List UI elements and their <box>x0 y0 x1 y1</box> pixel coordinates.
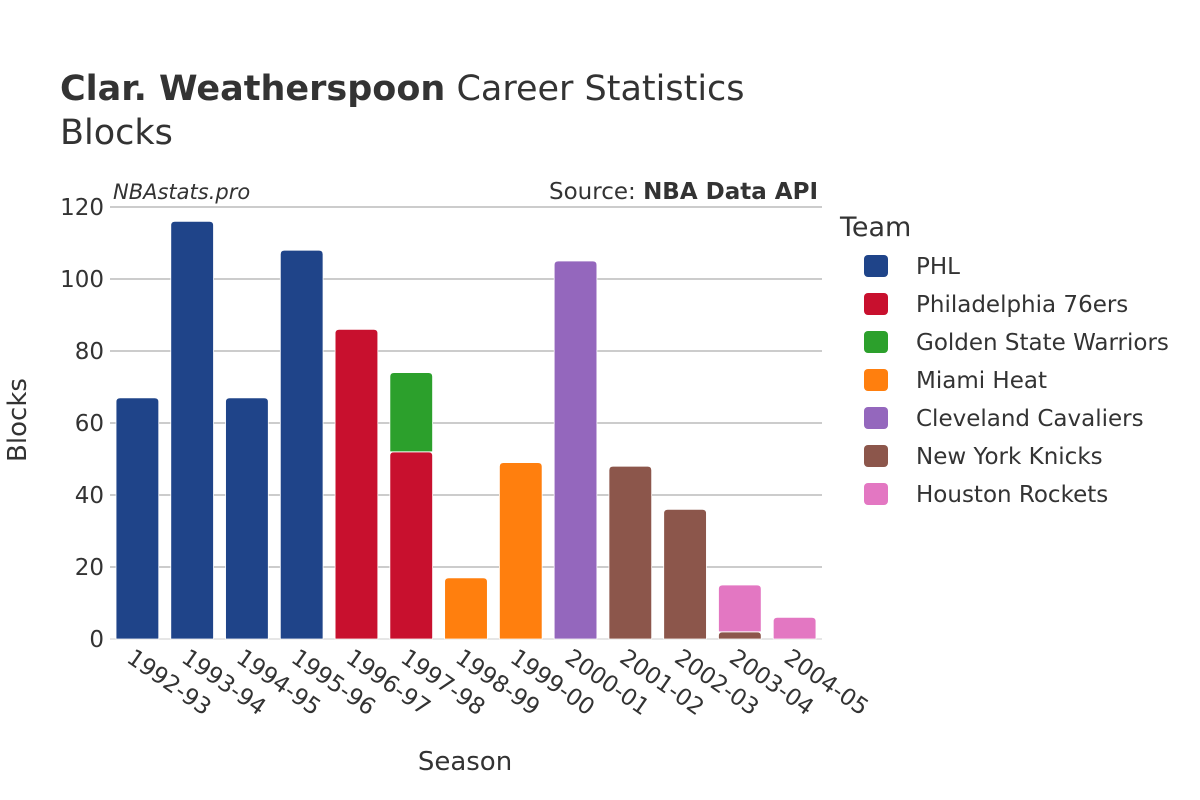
legend-item[interactable]: Philadelphia 76ers <box>864 292 1128 318</box>
legend-title: Team <box>839 212 911 243</box>
chart-title-player: Clar. Weatherspoon <box>60 69 445 109</box>
gridlines <box>110 206 822 640</box>
bars <box>115 221 817 640</box>
bar-stack <box>170 221 214 640</box>
bar-stack <box>608 465 653 640</box>
legend-label: Miami Heat <box>916 368 1047 394</box>
bar-stack <box>389 372 433 640</box>
bar-segment <box>115 397 160 640</box>
legend-swatch <box>864 483 888 505</box>
bar-stack <box>718 584 762 640</box>
legend: Team PHL Philadelphia 76ers Golden State W… <box>839 212 1169 508</box>
legend-label: PHL <box>916 254 960 280</box>
bar-segment <box>718 584 762 633</box>
bar-segment <box>444 577 488 640</box>
legend-item[interactable]: Houston Rockets <box>864 482 1108 508</box>
y-axis-label: Blocks <box>3 378 33 462</box>
legend-label: Golden State Warriors <box>916 330 1169 356</box>
y-tick-label: 0 <box>89 627 104 653</box>
y-tick-label: 60 <box>75 411 104 437</box>
bar-stack <box>225 397 269 640</box>
legend-item[interactable]: Golden State Warriors <box>864 330 1169 356</box>
watermark: NBAstats.pro <box>113 180 250 204</box>
legend-swatch <box>864 293 888 315</box>
y-tick-label: 40 <box>75 483 104 509</box>
bar-stack <box>334 329 379 640</box>
bar-segment <box>499 462 543 640</box>
legend-item[interactable]: Cleveland Cavaliers <box>864 406 1144 432</box>
legend-swatch <box>864 369 888 391</box>
legend-swatch <box>864 331 888 353</box>
legend-item[interactable]: PHL <box>864 254 960 280</box>
bar-segment <box>718 631 762 640</box>
x-axis-ticks: 1992-931993-941994-951995-961996-971997-… <box>122 645 873 721</box>
legend-label: Cleveland Cavaliers <box>916 406 1144 432</box>
bar-stack <box>279 249 324 640</box>
bar-stack <box>499 462 543 640</box>
bar-segment <box>389 451 433 640</box>
y-axis-ticks: 0 20 40 60 80 100 120 <box>60 195 104 653</box>
legend-label: New York Knicks <box>916 444 1103 470</box>
legend-label: Houston Rockets <box>916 482 1108 508</box>
x-axis-label: Season <box>418 747 512 777</box>
y-tick-label: 80 <box>75 339 104 365</box>
bar-stack <box>553 260 598 640</box>
legend-swatch <box>864 445 888 467</box>
y-tick-label: 100 <box>60 267 104 293</box>
source-label: Source: NBA Data API <box>549 179 818 205</box>
legend-label: Philadelphia 76ers <box>916 292 1128 318</box>
bar-segment <box>225 397 269 640</box>
bar-stack <box>772 617 817 640</box>
bar-segment <box>608 465 653 640</box>
bar-segment <box>170 221 214 640</box>
bar-segment <box>663 509 707 640</box>
legend-items: PHL Philadelphia 76ers Golden State Warrio… <box>864 254 1169 508</box>
chart-subtitle: Blocks <box>60 113 173 153</box>
bar-segment <box>279 249 324 640</box>
source-name: NBA Data API <box>643 179 818 205</box>
y-tick-label: 20 <box>75 555 104 581</box>
bar-segment <box>553 260 598 640</box>
bar-segment <box>389 372 433 453</box>
bar-segment <box>772 617 817 640</box>
bar-stack <box>444 577 488 640</box>
bar-stack <box>115 397 160 640</box>
legend-item[interactable]: Miami Heat <box>864 368 1047 394</box>
legend-swatch <box>864 407 888 429</box>
legend-swatch <box>864 255 888 277</box>
bar-stack <box>663 509 707 640</box>
chart-title-rest: Career Statistics <box>445 69 744 109</box>
legend-item[interactable]: New York Knicks <box>864 444 1103 470</box>
chart-title: Clar. Weatherspoon Career Statistics <box>60 69 745 109</box>
bar-segment <box>334 329 379 640</box>
y-tick-label: 120 <box>60 195 104 221</box>
source-prefix: Source: <box>549 179 643 205</box>
